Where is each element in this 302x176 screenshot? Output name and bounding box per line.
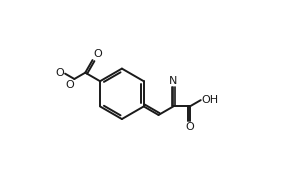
Text: O: O bbox=[185, 122, 194, 132]
Text: O: O bbox=[65, 80, 74, 90]
Text: N: N bbox=[169, 76, 178, 86]
Text: OH: OH bbox=[201, 95, 219, 105]
Text: O: O bbox=[94, 49, 102, 59]
Text: O: O bbox=[56, 68, 64, 78]
